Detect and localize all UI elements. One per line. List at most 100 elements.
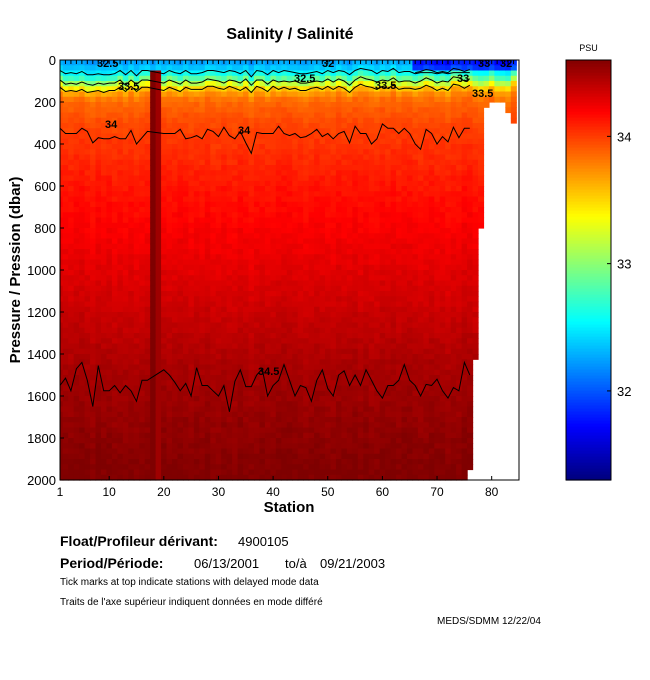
heatmap-cell — [281, 338, 288, 345]
heatmap-cell — [352, 254, 359, 261]
heatmap-cell — [292, 448, 299, 455]
heatmap-cell — [150, 401, 157, 408]
heatmap-cell — [95, 432, 102, 439]
heatmap-cell — [166, 474, 173, 481]
heatmap-cell — [106, 301, 113, 308]
heatmap-cell — [243, 254, 250, 261]
heatmap-cell — [374, 285, 381, 292]
heatmap-cell — [172, 417, 179, 423]
heatmap-cell — [166, 212, 173, 219]
heatmap-cell — [79, 432, 86, 439]
heatmap-cell — [385, 422, 392, 429]
heatmap-cell — [292, 275, 299, 282]
heatmap-cell — [374, 138, 381, 145]
heatmap-cell — [210, 333, 217, 339]
heatmap-cell — [303, 327, 310, 334]
heatmap-cell — [210, 249, 217, 255]
heatmap-cell — [346, 312, 353, 318]
heatmap-cell — [352, 91, 359, 98]
heatmap-cell — [79, 180, 86, 187]
heatmap-cell — [73, 359, 80, 366]
heatmap-cell — [172, 96, 179, 103]
heatmap-cell — [122, 401, 129, 408]
heatmap-cell — [84, 243, 91, 250]
heatmap-cell — [335, 469, 343, 476]
heatmap-cell — [106, 364, 113, 371]
heatmap-cell — [166, 96, 173, 103]
heatmap-cell — [172, 222, 179, 229]
heatmap-cell — [73, 396, 80, 402]
heatmap-cell — [128, 144, 135, 150]
heatmap-cell — [363, 448, 370, 455]
heatmap-cell — [95, 385, 102, 392]
heatmap-cell — [106, 443, 113, 450]
heatmap-cell — [172, 469, 179, 476]
heatmap-cell — [330, 217, 337, 224]
heatmap-cell — [144, 233, 151, 240]
heatmap-cell — [286, 322, 293, 329]
heatmap-cell — [248, 180, 255, 187]
heatmap-cell — [90, 327, 97, 334]
heatmap-cell — [385, 123, 392, 129]
heatmap-cell — [199, 112, 206, 119]
heatmap-cell — [193, 238, 200, 245]
heatmap-cell — [215, 291, 222, 297]
heatmap-cell — [314, 306, 321, 313]
heatmap-cell — [292, 96, 299, 103]
heatmap-cell — [390, 154, 397, 161]
heatmap-cell — [193, 133, 200, 140]
heatmap-cell — [346, 228, 353, 234]
heatmap-cell — [193, 474, 200, 481]
heatmap-cell — [172, 243, 179, 250]
heatmap-cell — [199, 243, 206, 250]
heatmap-cell — [90, 117, 97, 124]
heatmap-cell — [286, 443, 293, 450]
heatmap-cell — [385, 417, 392, 423]
heatmap-cell — [352, 396, 359, 402]
heatmap-cell — [79, 123, 86, 129]
heatmap-cell — [248, 201, 255, 208]
heatmap-cell — [346, 474, 353, 481]
heatmap-cell — [204, 327, 211, 334]
heatmap-cell — [172, 291, 179, 297]
heatmap-cell — [226, 112, 233, 119]
heatmap-cell — [308, 275, 315, 282]
heatmap-cell — [226, 469, 233, 476]
heatmap-cell — [374, 144, 381, 150]
heatmap-cell — [330, 417, 337, 423]
heatmap-cell — [133, 338, 140, 345]
heatmap-cell — [275, 264, 282, 271]
heatmap-cell — [199, 438, 206, 444]
heatmap-cell — [253, 259, 261, 266]
heatmap-cell — [182, 285, 190, 292]
heatmap-cell — [297, 233, 304, 240]
heatmap-cell — [319, 301, 326, 308]
heatmap-cell — [270, 348, 277, 355]
heatmap-cell — [182, 123, 190, 129]
heatmap-cell — [144, 165, 151, 171]
heatmap-cell — [363, 91, 370, 98]
heatmap-cell — [308, 459, 315, 465]
heatmap-cell — [193, 207, 200, 213]
heatmap-cell — [226, 369, 233, 376]
heatmap-cell — [133, 222, 140, 229]
heatmap-cell — [237, 264, 244, 271]
heatmap-cell — [243, 432, 250, 439]
heatmap-cell — [341, 390, 348, 397]
heatmap-cell — [150, 285, 157, 292]
heatmap-cell — [68, 438, 75, 444]
heatmap-cell — [314, 312, 321, 318]
heatmap-cell — [352, 411, 359, 418]
heatmap-cell — [232, 369, 239, 376]
heatmap-cell — [155, 396, 162, 402]
heatmap-cell — [357, 238, 364, 245]
heatmap-cell — [286, 448, 293, 455]
heatmap-cell — [264, 270, 271, 276]
heatmap-cell — [215, 217, 222, 224]
heatmap-cell — [368, 401, 375, 408]
heatmap-cell — [215, 233, 222, 240]
heatmap-cell — [379, 411, 386, 418]
heatmap-cell — [133, 196, 140, 203]
heatmap-cell — [210, 243, 217, 250]
heatmap-cell — [177, 354, 184, 360]
